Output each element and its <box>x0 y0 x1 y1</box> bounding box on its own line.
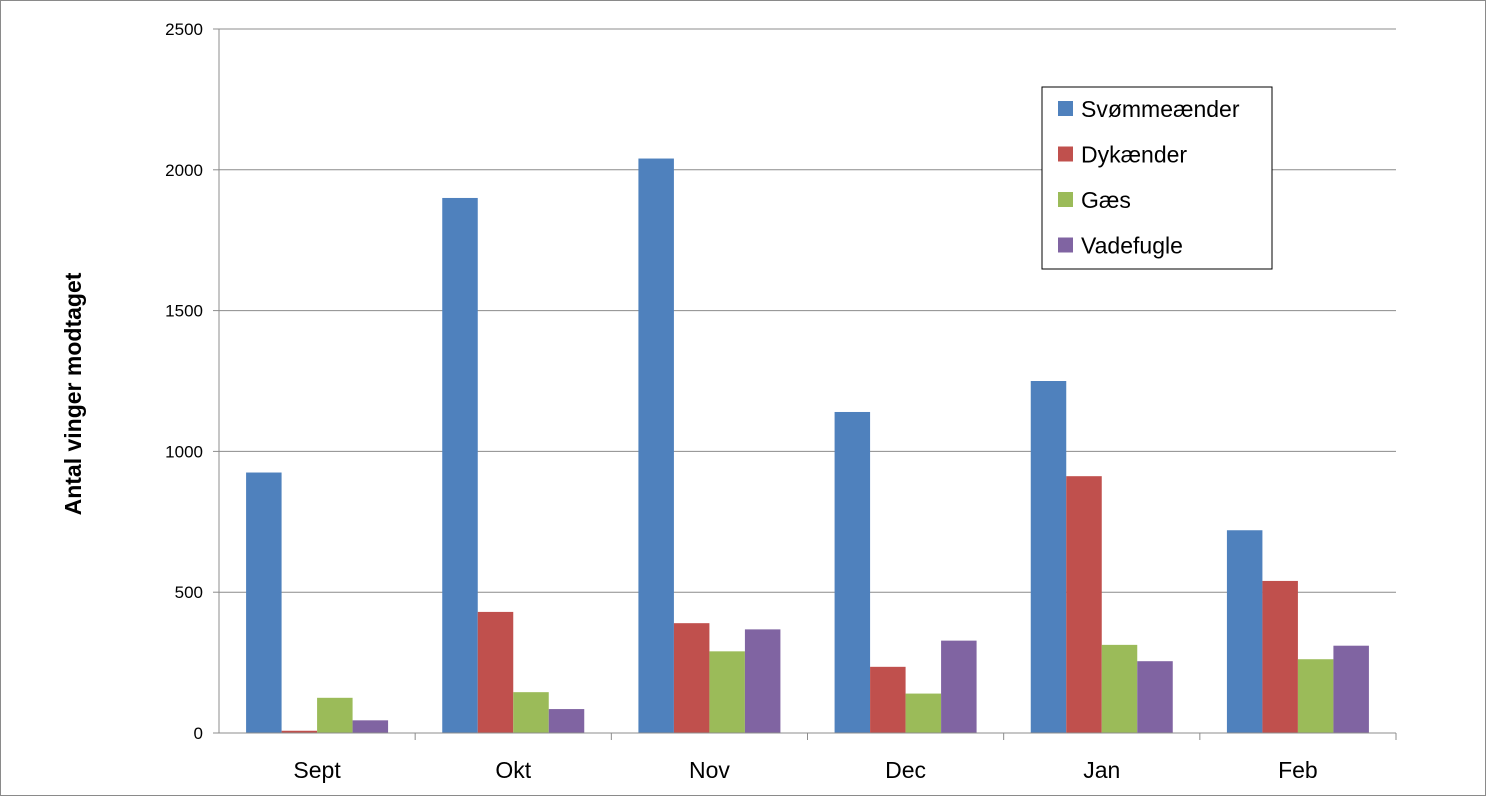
x-tick-label: Nov <box>689 757 730 783</box>
x-tick-label: Jan <box>1083 757 1120 783</box>
y-tick-label: 1500 <box>165 302 203 321</box>
y-tick-label: 0 <box>194 724 203 743</box>
axes <box>213 28 1397 740</box>
bar-Svømmeænder-Okt <box>442 197 478 733</box>
legend-swatch <box>1058 101 1073 116</box>
legend-swatch <box>1058 192 1073 207</box>
bars <box>246 158 1369 733</box>
bar-Vadefugle-Jan <box>1137 661 1173 733</box>
x-tick-label: Sept <box>293 757 341 783</box>
bar-Gæs-Nov <box>709 651 745 733</box>
bar-Vadefugle-Nov <box>744 629 781 733</box>
legend-entry: Vadefugle <box>1081 233 1183 259</box>
y-tick-label: 1000 <box>165 442 203 461</box>
bar-Svømmeænder-Feb <box>1226 530 1263 733</box>
axis-labels: 0 500 1000 1500 2000 2500 Sept Okt Nov Dec Jan Feb <box>165 20 1318 783</box>
legend-entry: Gæs <box>1081 187 1131 213</box>
y-tick-label: 2000 <box>165 161 203 180</box>
bar-Dykænder-Jan <box>1066 476 1102 733</box>
legend-entry: Svømmeænder <box>1081 96 1240 122</box>
bar-Vadefugle-Dec <box>941 640 977 733</box>
bar-Gæs-Sept <box>317 697 353 733</box>
legend-frame <box>1041 86 1273 270</box>
bar-Dykænder-Feb <box>1262 580 1298 733</box>
y-tick-label: 2500 <box>165 20 203 39</box>
bar-Dykænder-Dec <box>870 666 906 733</box>
bar-Svømmeænder-Nov <box>638 158 674 733</box>
legend: Svømmeænder Dykænder Gæs Vadefugle <box>1041 86 1273 270</box>
x-tick-label: Dec <box>885 757 926 783</box>
bar-Dykænder-Okt <box>477 611 514 733</box>
bar-Svømmeænder-Jan <box>1030 381 1067 733</box>
x-tick-label: Okt <box>495 757 531 783</box>
bar-Gæs-Jan <box>1101 644 1138 733</box>
bar-Dykænder-Nov <box>673 623 710 733</box>
bar-Svømmeænder-Dec <box>834 411 871 733</box>
y-axis-label: Antal vinger modtaget <box>60 272 86 515</box>
legend-entry: Dykænder <box>1081 142 1187 168</box>
bar-Gæs-Okt <box>513 692 549 733</box>
bar-Vadefugle-Feb <box>1333 645 1369 733</box>
bar-Gæs-Feb <box>1297 659 1334 733</box>
legend-swatch <box>1058 146 1073 162</box>
x-tick-label: Feb <box>1278 757 1318 783</box>
legend-swatch <box>1058 237 1073 253</box>
bar-Vadefugle-Sept <box>352 720 389 733</box>
bar-Dykænder-Sept <box>281 730 318 733</box>
bar-Vadefugle-Okt <box>548 709 585 733</box>
bar-Svømmeænder-Sept <box>246 472 282 733</box>
y-tick-label: 500 <box>175 583 203 602</box>
bar-Gæs-Dec <box>905 693 942 733</box>
